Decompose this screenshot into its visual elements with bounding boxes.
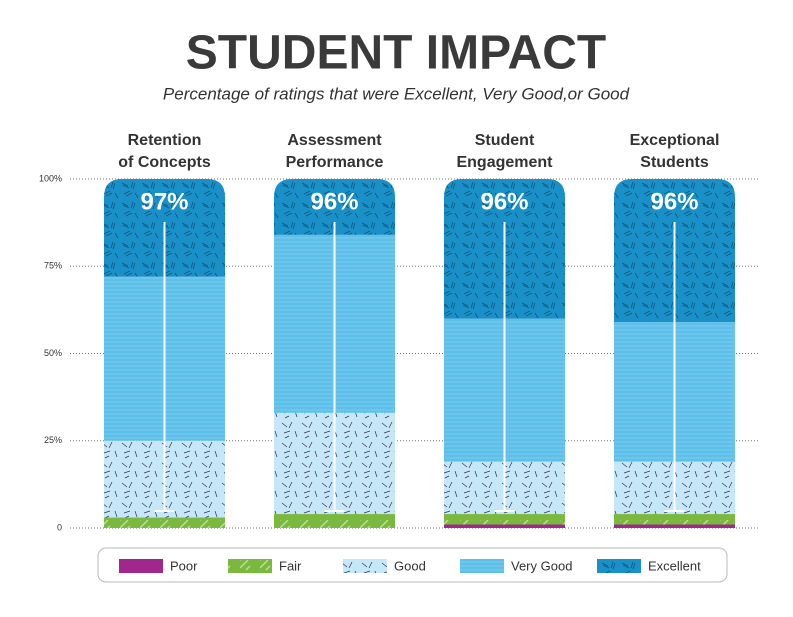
legend-label: Poor — [170, 558, 198, 573]
category-label: Retention — [128, 132, 202, 149]
total-label: 96% — [480, 188, 528, 215]
category-label: Students — [640, 154, 709, 171]
bar-segment — [444, 524, 565, 528]
total-label: 96% — [310, 188, 358, 215]
category-label: Exceptional — [630, 132, 720, 149]
bar-segment — [614, 524, 735, 528]
y-tick-label: 25% — [44, 435, 62, 445]
legend-label: Fair — [279, 558, 302, 573]
category-label: Engagement — [456, 154, 553, 171]
legend-label: Good — [394, 558, 426, 573]
total-label: 97% — [140, 188, 188, 215]
y-tick-label: 50% — [44, 348, 62, 358]
total-label: 96% — [650, 188, 698, 215]
y-tick-label: 100% — [39, 173, 62, 183]
y-tick-label: 0 — [57, 522, 62, 532]
legend-swatch — [460, 559, 504, 573]
legend-swatch — [228, 559, 272, 573]
bar-segment — [444, 514, 565, 525]
legend-swatch — [597, 559, 641, 573]
legend-label: Excellent — [648, 558, 701, 573]
legend-box — [97, 547, 728, 583]
legend-swatch — [343, 559, 387, 573]
legend-label: Very Good — [511, 558, 572, 573]
chart-title: STUDENT IMPACT — [186, 27, 606, 80]
category-label: Student — [475, 132, 535, 149]
bar-segment — [104, 517, 225, 528]
bar-segment — [614, 514, 735, 525]
category-label: Performance — [286, 154, 384, 171]
category-label: Assessment — [287, 132, 382, 149]
category-label: of Concepts — [118, 154, 211, 171]
bar-segment — [274, 514, 395, 528]
chart-subtitle: Percentage of ratings that were Excellen… — [163, 84, 630, 103]
y-tick-label: 75% — [44, 261, 62, 271]
legend-swatch — [119, 559, 163, 573]
